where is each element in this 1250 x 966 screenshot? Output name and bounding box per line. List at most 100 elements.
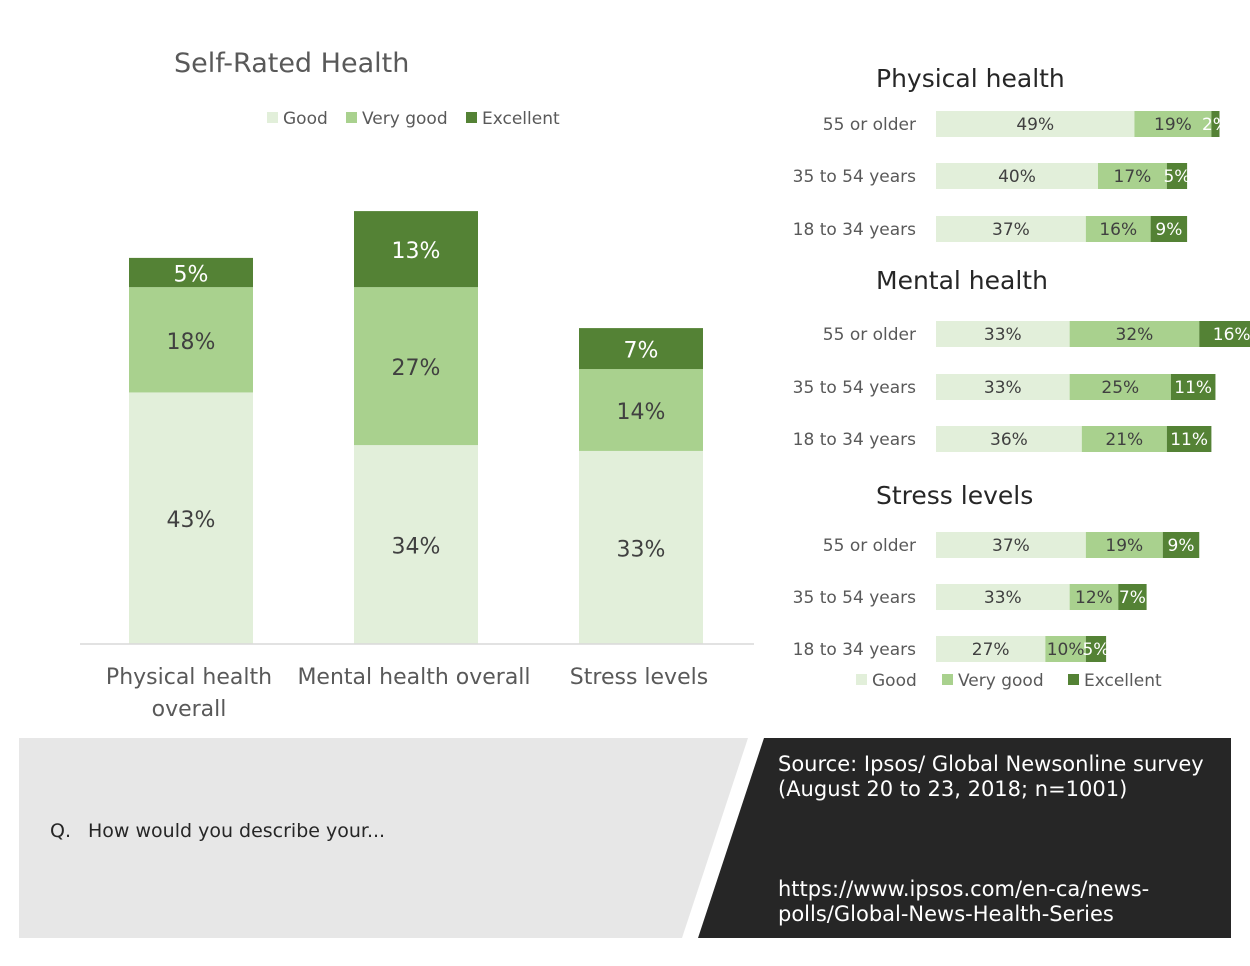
data-label: 33% [984, 378, 1022, 398]
bar-good-18-to-34-years [936, 426, 1082, 452]
bar-very-good-physical-health-overall [129, 287, 253, 393]
data-label: 7% [1119, 588, 1146, 608]
bar-excellent-mental-health-overall [354, 211, 478, 288]
bar-good-55-or-older [936, 111, 1135, 137]
data-label: 10% [1047, 640, 1085, 660]
data-label: 21% [1105, 430, 1143, 450]
data-label: 32% [1116, 325, 1154, 345]
bar-excellent-stress-levels [579, 328, 703, 370]
bar-good-18-to-34-years [936, 216, 1086, 242]
chart-title: Self-Rated Health [174, 48, 409, 79]
stress-levels-chart: Stress levels 55 or older 37% 19% 9% 35 to 54… [793, 481, 1200, 662]
bar-excellent-35-to-54-years [1166, 163, 1188, 189]
bar-group: 43% 18% 5% 34% 27% 13% 33% 14% 7% [129, 211, 703, 644]
bar-excellent-55-or-older [1162, 532, 1200, 558]
legend-label: Good [872, 671, 917, 691]
data-label: 5% [1163, 167, 1190, 187]
legend-label: Very good [958, 671, 1044, 691]
category-label: overall [152, 697, 227, 722]
data-label: 37% [992, 536, 1030, 556]
age-breakdown-charts: Physical health 55 or older 49% 19% 2% 35 to … [793, 64, 1250, 662]
bar-good-55-or-older [936, 532, 1086, 558]
footer-question-panel [19, 738, 748, 938]
bar-good-35-to-54-years [936, 584, 1070, 610]
source-citation: Source: Ipsos/ Global Newsonline survey … [778, 752, 1204, 801]
legend-label: Excellent [482, 109, 560, 129]
bar-very-good-18-to-34-years [1045, 636, 1086, 662]
data-label: 33% [617, 537, 666, 562]
legend-swatch-excellent [1068, 674, 1079, 685]
mental-health-chart: Mental health 55 or older 33% 32% 16% 35 to 5… [793, 266, 1250, 452]
row-label: 55 or older [823, 536, 916, 556]
category-label: Mental health overall [297, 665, 530, 690]
data-label: 34% [392, 535, 441, 560]
source-url: https://www.ipsos.com/en-ca/news-polls/G… [778, 877, 1150, 926]
data-label: 9% [1155, 220, 1182, 240]
question-prefix: Q. [50, 820, 71, 842]
bar-good-physical-health-overall [129, 392, 253, 644]
row-label: 35 to 54 years [793, 588, 916, 608]
bar-excellent-35-to-54-years [1170, 374, 1216, 400]
question-text: How would you describe your... [88, 820, 386, 842]
row-label: 55 or older [823, 115, 916, 135]
data-label: 33% [984, 325, 1022, 345]
legend-swatch-good [267, 112, 278, 123]
data-label: 19% [1154, 115, 1192, 135]
data-label: 25% [1101, 378, 1139, 398]
category-label: Stress levels [570, 665, 708, 690]
data-label: 27% [972, 640, 1010, 660]
bar-excellent-55-or-older [1211, 111, 1220, 137]
chart-title: Physical health [876, 64, 1065, 93]
data-label: 5% [1082, 640, 1109, 660]
data-label: 17% [1114, 167, 1152, 187]
legend-swatch-excellent [466, 112, 477, 123]
bar-very-good-35-to-54-years [1069, 584, 1119, 610]
chart-title: Stress levels [876, 481, 1033, 510]
bar-excellent-18-to-34-years [1085, 636, 1107, 662]
bar-excellent-physical-health-overall [129, 257, 253, 288]
legend-swatch-good [856, 674, 867, 685]
data-label: 36% [990, 430, 1028, 450]
bar-good-55-or-older [936, 321, 1070, 347]
data-label: 9% [1168, 536, 1195, 556]
bar-very-good-35-to-54-years [1069, 374, 1171, 400]
bar-very-good-35-to-54-years [1098, 163, 1167, 189]
data-label: 5% [174, 263, 209, 288]
bar-excellent-18-to-34-years [1166, 426, 1212, 452]
data-label: 18% [167, 330, 216, 355]
data-label: 33% [984, 588, 1022, 608]
bar-very-good-55-or-older [1085, 532, 1163, 558]
data-label: 37% [992, 220, 1030, 240]
bar-good-mental-health-overall [354, 445, 478, 644]
bar-excellent-18-to-34-years [1150, 216, 1188, 242]
legend-label: Good [283, 109, 328, 129]
row-label: 35 to 54 years [793, 378, 916, 398]
chart-legend: Good Very good Excellent [267, 109, 560, 129]
bar-very-good-stress-levels [579, 369, 703, 451]
bar-good-35-to-54-years [936, 374, 1070, 400]
chart-title: Mental health [876, 266, 1048, 295]
data-label: 12% [1075, 588, 1113, 608]
data-label: 27% [392, 356, 441, 381]
legend-label: Excellent [1084, 671, 1162, 691]
footer-source-panel [698, 738, 1231, 938]
survey-question: Q. How would you describe your... [50, 820, 385, 842]
data-label: 19% [1105, 536, 1143, 556]
bar-good-35-to-54-years [936, 163, 1098, 189]
data-label: 11% [1174, 378, 1212, 398]
data-label: 16% [1099, 220, 1137, 240]
bar-very-good-55-or-older [1069, 321, 1200, 347]
data-label: 40% [998, 167, 1036, 187]
data-label: 2% [1202, 115, 1229, 135]
row-label: 18 to 34 years [793, 430, 916, 450]
row-label: 35 to 54 years [793, 167, 916, 187]
data-label: 49% [1016, 115, 1054, 135]
row-label: 55 or older [823, 325, 916, 345]
data-label: 16% [1213, 325, 1250, 345]
legend-swatch-very-good [346, 112, 357, 123]
data-label: 43% [167, 508, 216, 533]
age-breakdown-legend: Good Very good Excellent [856, 671, 1162, 691]
bar-very-good-55-or-older [1134, 111, 1212, 137]
physical-health-chart: Physical health 55 or older 49% 19% 2% 35 to … [793, 64, 1229, 242]
